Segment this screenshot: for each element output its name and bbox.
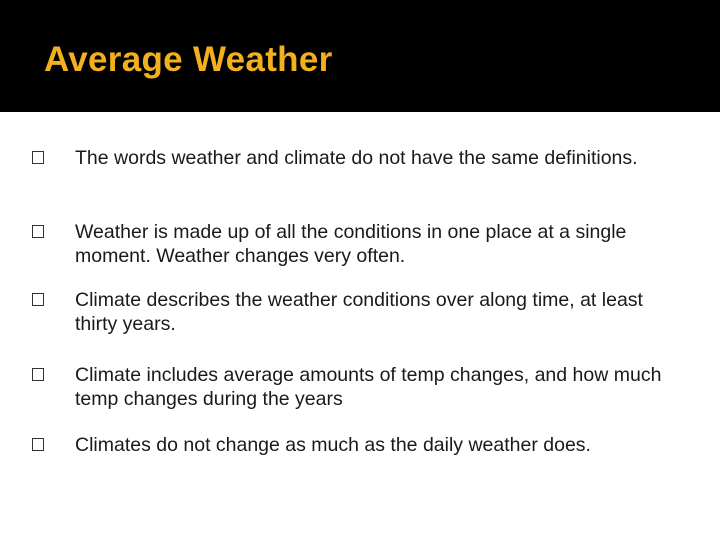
bullet-text: Climate describes the weather conditions…: [75, 289, 643, 335]
bullet-marker: [32, 225, 44, 238]
bullet-item: The words weather and climate do not hav…: [32, 146, 687, 170]
bullet-marker: [32, 368, 44, 381]
bullet-marker: [32, 293, 44, 306]
bullet-item: Climate includes average amounts of temp…: [32, 363, 687, 411]
header-band: [0, 0, 720, 112]
bullet-item: Climates do not change as much as the da…: [32, 433, 687, 457]
slide-title: Average Weather: [44, 40, 333, 79]
bullet-marker: [32, 438, 44, 451]
bullet-item: Climate describes the weather conditions…: [32, 288, 687, 336]
bullet-text: Climate includes average amounts of temp…: [75, 364, 662, 410]
bullet-text: Weather is made up of all the conditions…: [75, 221, 627, 267]
bullet-item: Weather is made up of all the conditions…: [32, 220, 687, 268]
bullet-text: The words weather and climate do not hav…: [75, 147, 638, 169]
bullet-text: Climates do not change as much as the da…: [75, 434, 591, 456]
bullet-marker: [32, 151, 44, 164]
